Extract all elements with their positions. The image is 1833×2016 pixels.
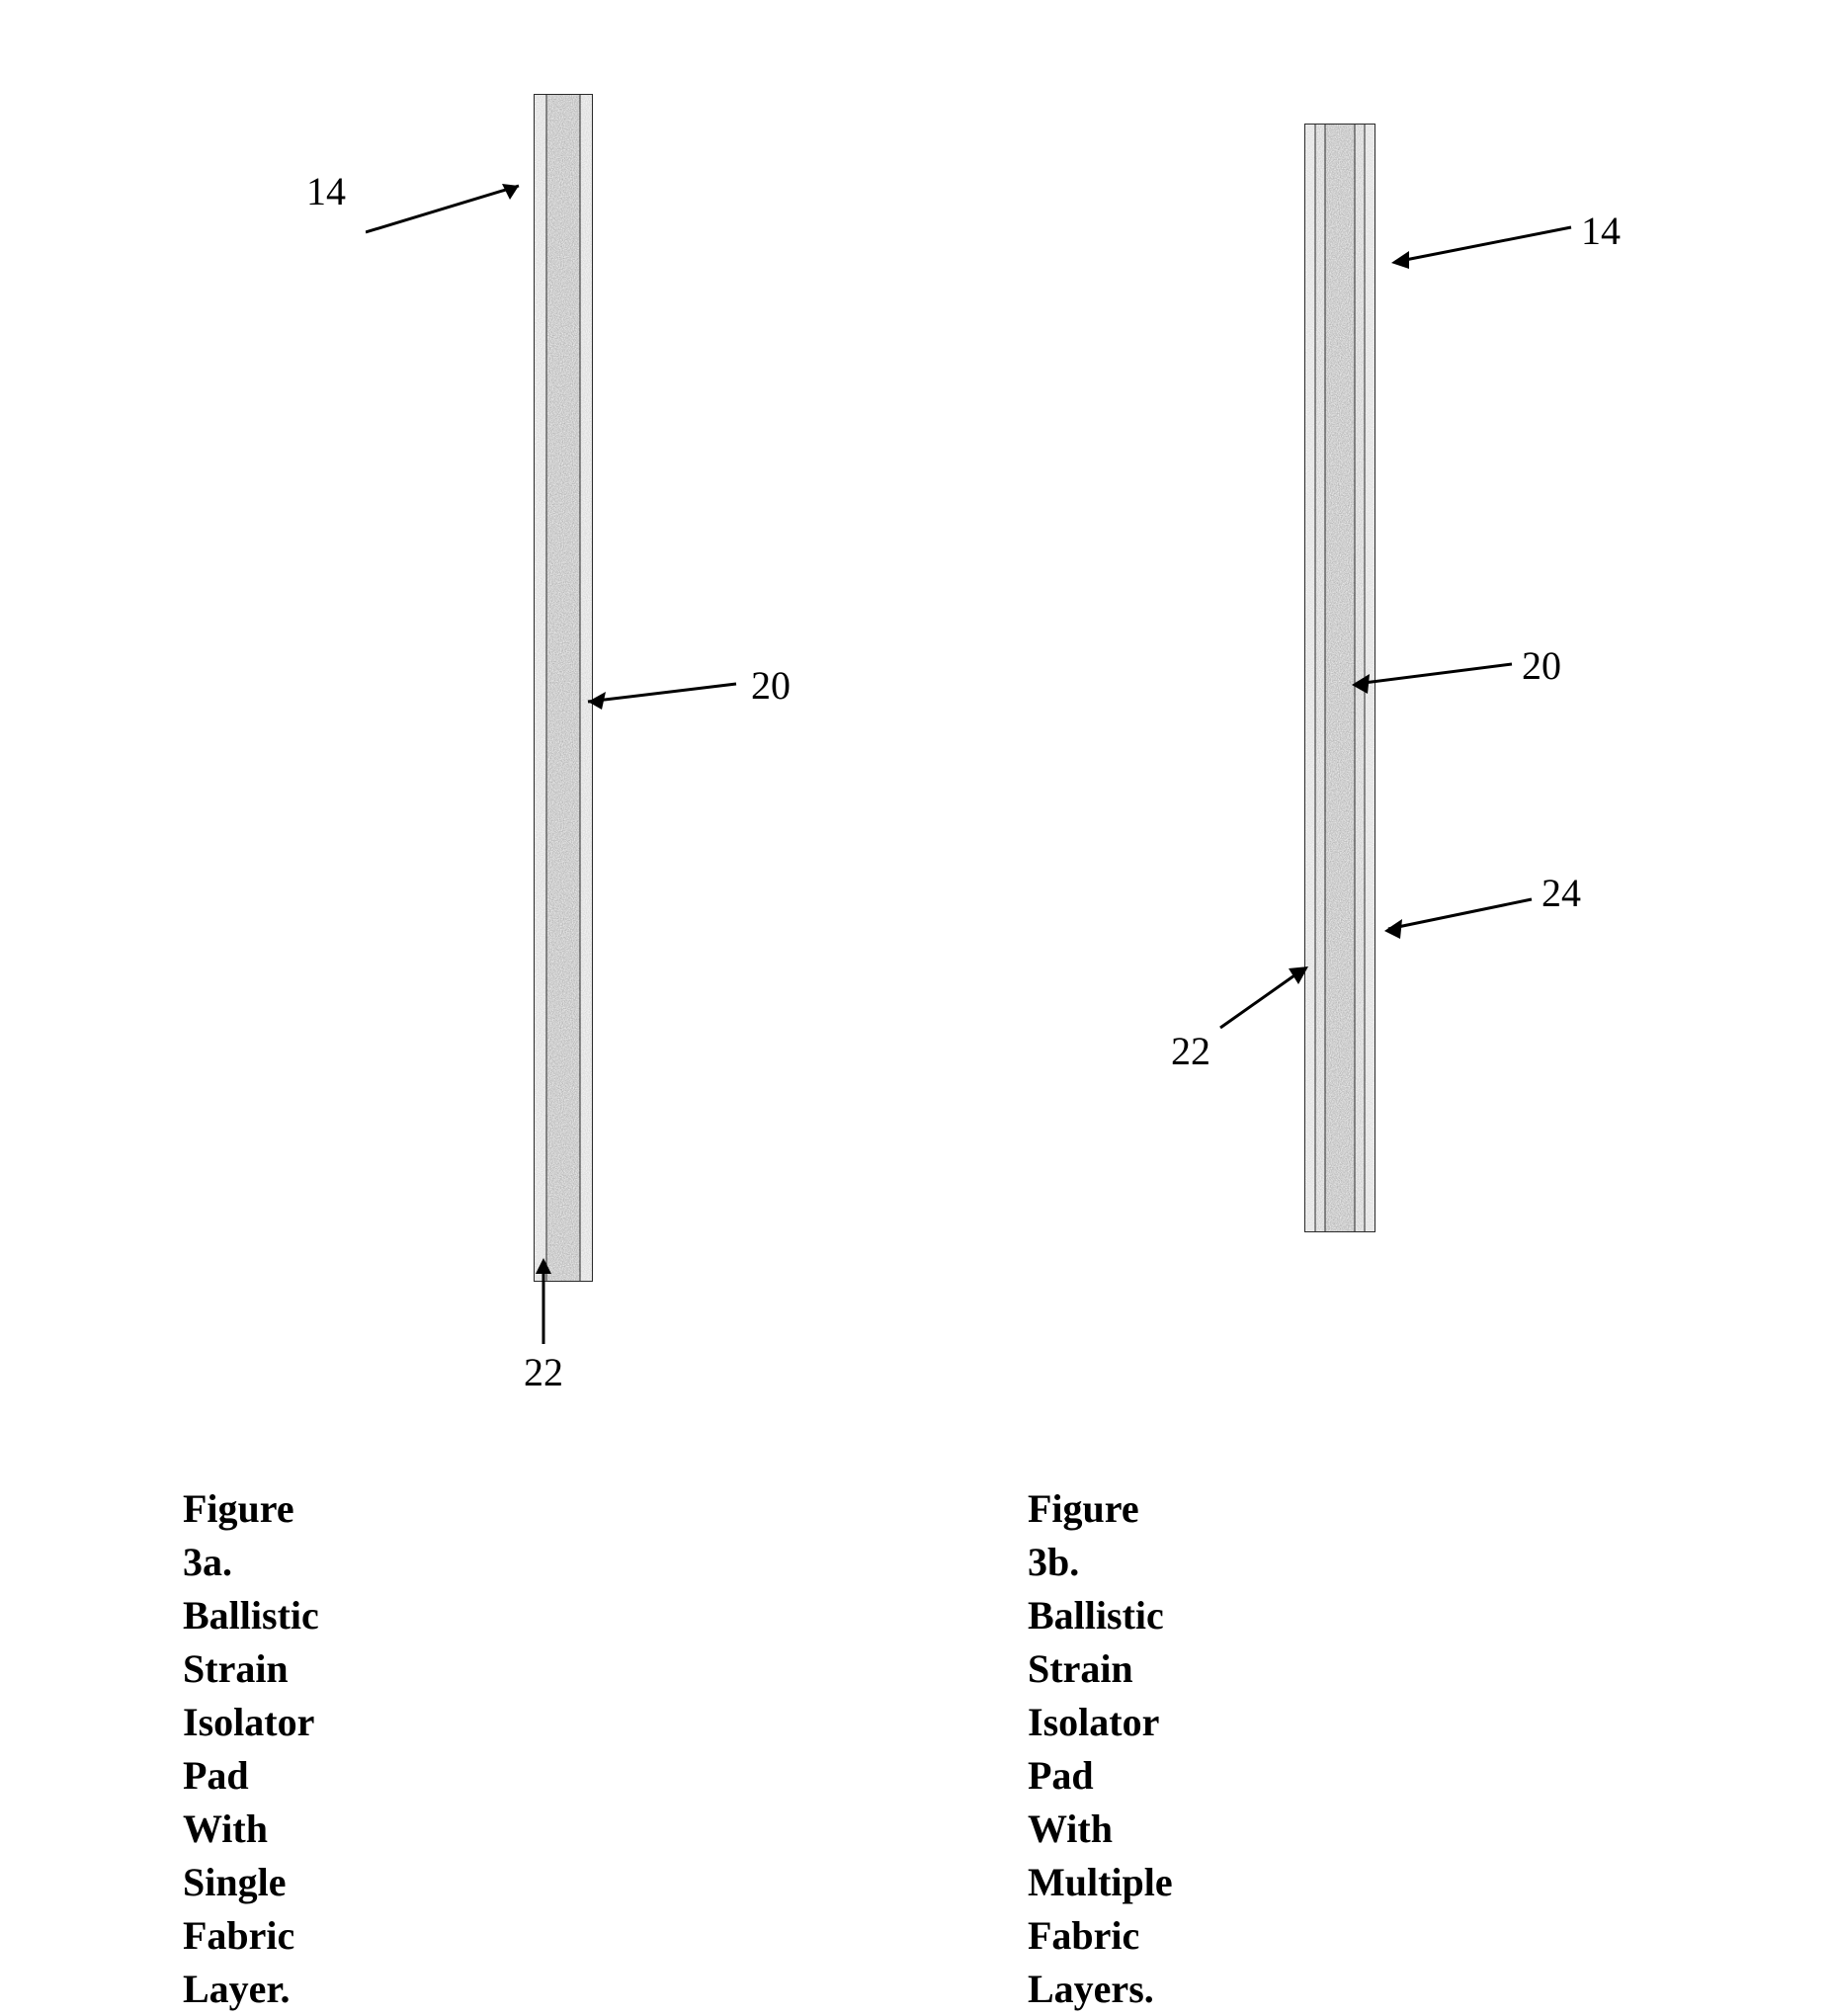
layer-fabric-left (535, 95, 546, 1281)
caption-a-line1: Figure 3a. Ballistic Strain Isolator (183, 1486, 319, 1744)
layer-core (546, 95, 580, 1281)
caption-a: Figure 3a. Ballistic Strain Isolator Pad… (183, 1482, 319, 2016)
arrow-22-b (1215, 959, 1324, 1038)
label-20-b: 20 (1522, 642, 1561, 689)
arrow-22-a (514, 1250, 573, 1349)
label-14-b: 14 (1581, 208, 1621, 254)
arrow-14-a (366, 178, 534, 247)
label-24-b: 24 (1541, 870, 1581, 916)
arrow-20-a (578, 672, 746, 721)
layer-fabric-left-inner (1315, 125, 1325, 1231)
label-14-a: 14 (306, 168, 346, 214)
arrow-24-b (1378, 889, 1537, 944)
caption-b: Figure 3b. Ballistic Strain Isolator Pad… (1028, 1482, 1173, 2016)
caption-b-line1: Figure 3b. Ballistic Strain Isolator (1028, 1486, 1164, 1744)
arrow-14-b (1383, 217, 1576, 277)
label-22-b: 22 (1171, 1028, 1210, 1074)
arrow-20-b (1344, 652, 1517, 702)
caption-a-line2: Pad With Single Fabric Layer. (183, 1753, 294, 2011)
label-22-a: 22 (524, 1349, 563, 1395)
label-20-a: 20 (751, 662, 791, 709)
page: 14 20 22 Figure 3a. Ballistic Strain Iso… (40, 40, 1833, 1717)
caption-b-line2: Pad With Multiple Fabric Layers. (1028, 1753, 1173, 2011)
layer-fabric-left-outer (1305, 125, 1315, 1231)
